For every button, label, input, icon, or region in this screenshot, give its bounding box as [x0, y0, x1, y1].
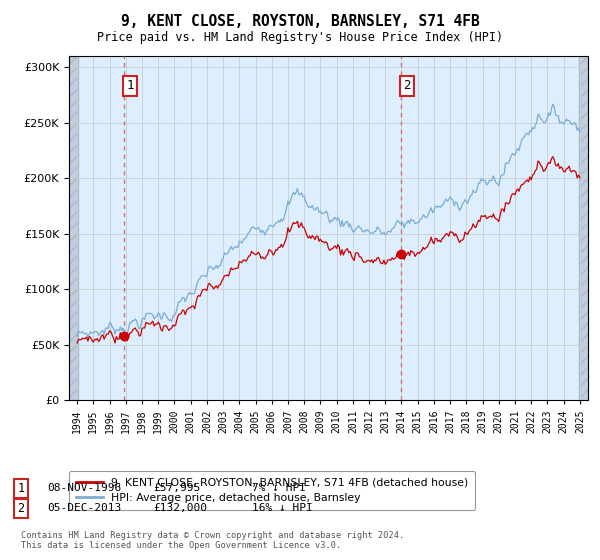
Text: 2: 2: [17, 502, 25, 515]
Bar: [579, 56, 589, 400]
Text: 1: 1: [126, 80, 134, 92]
Text: 2: 2: [403, 80, 411, 92]
Text: Contains HM Land Registry data © Crown copyright and database right 2024.
This d: Contains HM Land Registry data © Crown c…: [21, 530, 404, 550]
Text: £132,000: £132,000: [153, 503, 207, 514]
Text: 7% ↓ HPI: 7% ↓ HPI: [252, 483, 306, 493]
Bar: [69, 56, 78, 400]
Text: 08-NOV-1996: 08-NOV-1996: [47, 483, 121, 493]
Text: £57,995: £57,995: [153, 483, 200, 493]
Text: Price paid vs. HM Land Registry's House Price Index (HPI): Price paid vs. HM Land Registry's House …: [97, 31, 503, 44]
Text: 1: 1: [17, 482, 25, 495]
Text: 16% ↓ HPI: 16% ↓ HPI: [252, 503, 313, 514]
Text: 05-DEC-2013: 05-DEC-2013: [47, 503, 121, 514]
Legend: 9, KENT CLOSE, ROYSTON, BARNSLEY, S71 4FB (detached house), HPI: Average price, : 9, KENT CLOSE, ROYSTON, BARNSLEY, S71 4F…: [69, 472, 475, 510]
Text: 9, KENT CLOSE, ROYSTON, BARNSLEY, S71 4FB: 9, KENT CLOSE, ROYSTON, BARNSLEY, S71 4F…: [121, 14, 479, 29]
